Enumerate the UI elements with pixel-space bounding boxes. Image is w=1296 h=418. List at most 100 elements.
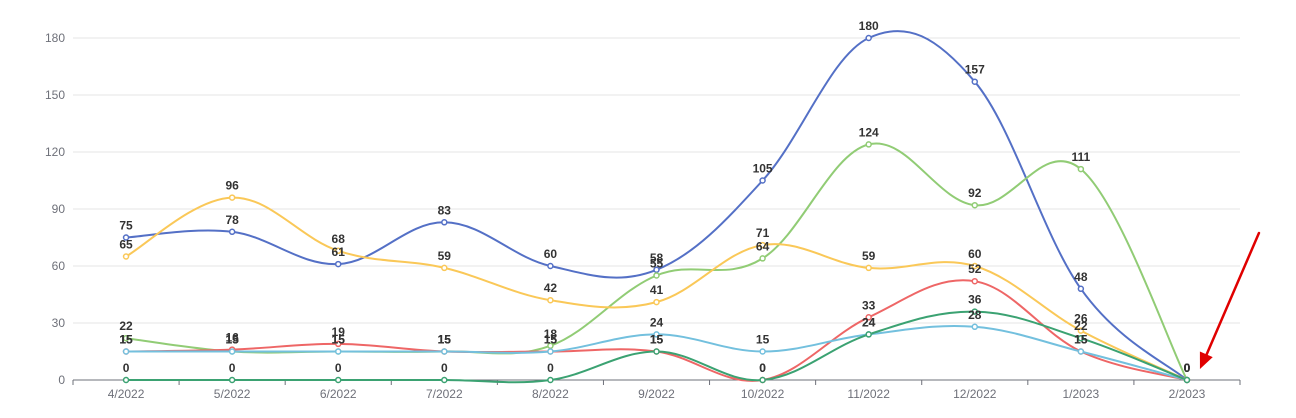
data-label: 96 — [225, 179, 239, 193]
data-label: 61 — [332, 245, 346, 259]
data-point — [547, 262, 554, 270]
x-tick-label: 10/2022 — [741, 387, 785, 401]
data-point — [122, 376, 130, 384]
data-label: 0 — [759, 361, 766, 375]
data-label: 22 — [119, 319, 133, 333]
series-lines — [125, 29, 1188, 384]
x-tick-label: 2/2023 — [1169, 387, 1206, 401]
arrow-shaft — [1204, 231, 1261, 358]
data-label: 0 — [441, 361, 448, 375]
data-label: 48 — [1074, 270, 1088, 284]
data-label: 68 — [332, 232, 346, 246]
y-tick-label: 0 — [58, 373, 65, 387]
data-point — [334, 348, 342, 355]
data-point — [228, 228, 236, 236]
data-point — [1183, 376, 1191, 384]
data-label: 60 — [544, 247, 558, 261]
data-point — [1077, 165, 1085, 173]
data-label: 15 — [332, 333, 346, 347]
data-label: 60 — [968, 247, 982, 261]
data-point — [1077, 334, 1085, 342]
data-label: 24 — [650, 315, 664, 329]
data-point — [228, 194, 236, 201]
data-label: 59 — [438, 249, 452, 263]
data-label: 124 — [859, 125, 879, 139]
data-label: 0 — [229, 361, 236, 375]
data-point — [865, 34, 872, 42]
x-tick-label: 6/2022 — [320, 387, 357, 401]
data-label: 0 — [1184, 361, 1191, 375]
data-points — [122, 34, 1191, 384]
data-point — [971, 308, 979, 315]
data-point — [441, 376, 448, 384]
y-axis: 0 30 60 90 120 150 180 — [45, 31, 65, 387]
data-label: 15 — [1074, 333, 1088, 347]
data-point — [759, 376, 766, 384]
data-label: 0 — [759, 361, 766, 375]
data-label: 0 — [335, 361, 342, 375]
data-label: 19 — [332, 325, 346, 339]
data-point — [971, 262, 979, 270]
data-point — [759, 255, 766, 262]
data-label: 15 — [1074, 333, 1088, 347]
data-point — [971, 201, 979, 209]
y-tick-label: 120 — [45, 145, 65, 159]
data-label: 22 — [1074, 319, 1088, 333]
data-point — [971, 78, 979, 85]
data-label: 83 — [438, 203, 452, 217]
data-label: 18 — [544, 327, 558, 341]
y-tick-label: 60 — [52, 259, 66, 273]
y-tick-label: 90 — [52, 202, 66, 216]
data-label: 28 — [968, 308, 982, 322]
data-point — [122, 348, 130, 355]
data-label: 24 — [862, 315, 876, 329]
data-label: 157 — [965, 63, 985, 77]
x-tick-label: 4/2022 — [108, 387, 145, 401]
data-label: 42 — [544, 281, 558, 295]
data-point — [334, 376, 342, 384]
data-label: 78 — [225, 213, 239, 227]
data-point — [547, 348, 554, 355]
data-label: 52 — [968, 262, 982, 276]
annotation-arrow — [1199, 231, 1261, 369]
data-label: 0 — [1184, 361, 1191, 375]
data-point — [865, 331, 872, 338]
y-tick-label: 30 — [52, 316, 66, 330]
data-label: 55 — [650, 257, 664, 271]
data-label: 65 — [119, 238, 133, 252]
y-tick-label: 180 — [45, 31, 65, 45]
data-label: 16 — [225, 331, 239, 345]
data-label: 71 — [756, 226, 770, 240]
data-label: 15 — [650, 333, 664, 347]
data-label: 15 — [225, 333, 239, 347]
gridlines — [73, 37, 1240, 324]
data-point — [441, 219, 448, 226]
data-label: 15 — [438, 333, 452, 347]
data-point — [441, 348, 448, 355]
x-tick-label: 8/2022 — [532, 387, 569, 401]
data-point — [759, 241, 766, 249]
data-label: 180 — [859, 19, 879, 33]
data-label: 111 — [1072, 150, 1091, 164]
data-label: 0 — [1184, 361, 1191, 375]
data-label: 26 — [1074, 312, 1088, 326]
data-point — [228, 376, 236, 384]
data-label: 36 — [968, 293, 982, 307]
data-label: 15 — [544, 333, 558, 347]
data-label: 15 — [438, 333, 452, 347]
data-label: 41 — [650, 283, 664, 297]
data-point — [547, 376, 554, 384]
data-label: 15 — [756, 333, 770, 347]
data-point — [653, 298, 660, 306]
data-point — [1077, 285, 1085, 293]
data-point — [228, 348, 236, 355]
data-point — [1077, 348, 1085, 355]
data-label: 33 — [862, 298, 876, 312]
x-tick-label: 5/2022 — [214, 387, 251, 401]
data-point — [865, 141, 872, 148]
data-label: 15 — [544, 333, 558, 347]
x-tick-label: 9/2022 — [638, 387, 675, 401]
data-label: 15 — [119, 333, 133, 347]
x-tick-label: 11/2022 — [847, 387, 890, 401]
